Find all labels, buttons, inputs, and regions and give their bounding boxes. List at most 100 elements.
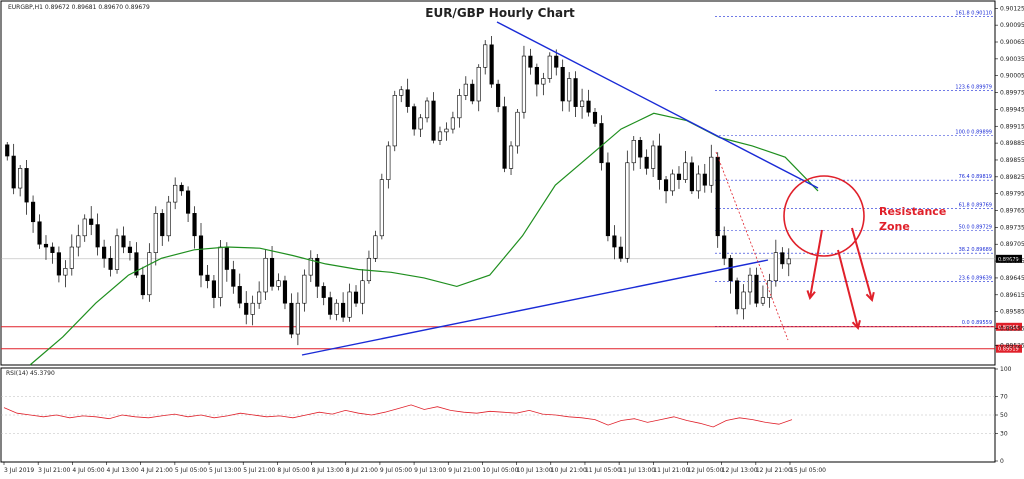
candle bbox=[24, 159, 29, 215]
price-axis: 0.90125 0.90095 0.90065 0.90035 0.90005 0.899… bbox=[995, 5, 1024, 349]
candle-body bbox=[605, 162, 610, 237]
candle-body bbox=[592, 111, 598, 124]
ascending-trendline bbox=[301, 259, 769, 356]
candle-body bbox=[102, 246, 107, 259]
candle-body bbox=[282, 280, 288, 304]
candle bbox=[386, 141, 391, 189]
candle-body bbox=[424, 100, 430, 119]
candle bbox=[321, 282, 326, 306]
candle-body bbox=[760, 297, 766, 304]
candle-body bbox=[244, 302, 249, 315]
candle bbox=[334, 299, 339, 321]
candle bbox=[496, 79, 501, 113]
candle-body bbox=[554, 55, 559, 68]
rsi-tick-label: 70 bbox=[1000, 394, 1008, 401]
candle-body bbox=[43, 243, 49, 248]
candle bbox=[470, 79, 475, 105]
candle-body bbox=[625, 162, 630, 259]
candle bbox=[638, 136, 643, 170]
x-tick-label: 8 Jul 21:00 bbox=[346, 467, 378, 474]
candle bbox=[689, 156, 694, 194]
candle bbox=[683, 150, 688, 183]
candle-body bbox=[405, 89, 410, 107]
candle bbox=[773, 239, 778, 287]
y-tick-label: 0.89645 bbox=[1000, 275, 1024, 282]
candle-body bbox=[567, 78, 572, 102]
candle-body bbox=[308, 257, 313, 276]
chart-title: EUR/GBP Hourly Chart bbox=[425, 6, 575, 20]
candle-body bbox=[450, 117, 455, 130]
y-tick-label: 0.89885 bbox=[1000, 140, 1024, 147]
fib-level-label: 38.2 0.89689 bbox=[959, 247, 992, 253]
annotation-layer bbox=[783, 175, 875, 331]
candle-body bbox=[631, 140, 636, 164]
y-tick-label: 0.90065 bbox=[1000, 39, 1024, 46]
candle-body bbox=[56, 252, 61, 276]
support-lines: 0.89558 0.89519 0.89679 bbox=[1, 254, 1022, 353]
candle-body bbox=[121, 235, 126, 248]
candle bbox=[592, 107, 598, 127]
rsi-indicator: 100 70 50 30 0 bbox=[1, 366, 1012, 465]
support-price-tag bbox=[996, 344, 1022, 353]
support-price-label: 0.89558 bbox=[998, 325, 1019, 331]
support-price-label: 0.89519 bbox=[998, 347, 1019, 353]
fib-level-label: 161.8 0.90110 bbox=[955, 11, 992, 17]
x-tick-label: 10 Jul 21:00 bbox=[551, 467, 587, 474]
candle-body bbox=[651, 145, 656, 169]
rsi-tick-label: 100 bbox=[1000, 366, 1012, 373]
candle-body bbox=[676, 173, 682, 180]
candle bbox=[198, 223, 204, 288]
resistance-zone-circle bbox=[783, 175, 865, 257]
candle-body bbox=[431, 100, 436, 141]
fib-level-label: 100.0 0.89899 bbox=[955, 129, 992, 135]
candle-body bbox=[735, 280, 740, 310]
candle bbox=[276, 273, 281, 291]
candle bbox=[735, 277, 740, 315]
candle-body bbox=[328, 297, 333, 315]
y-tick-label: 0.89825 bbox=[1000, 174, 1024, 181]
candle bbox=[431, 92, 436, 144]
y-tick-label: 0.89525 bbox=[1000, 342, 1024, 349]
candle bbox=[424, 97, 430, 123]
candle-body bbox=[515, 111, 520, 147]
candle bbox=[160, 209, 165, 246]
candle-body bbox=[399, 89, 404, 96]
x-tick-label: 12 Jul 13:00 bbox=[722, 467, 758, 474]
candle-body bbox=[754, 274, 759, 304]
candle bbox=[315, 254, 320, 298]
candle-body bbox=[463, 83, 468, 96]
support-price-tag bbox=[996, 322, 1022, 331]
x-tick-label: 5 Jul 21:00 bbox=[243, 467, 275, 474]
candle bbox=[237, 273, 242, 309]
candle bbox=[702, 163, 707, 193]
fib-level-label: 50.0 0.89729 bbox=[959, 225, 992, 231]
candle-body bbox=[599, 123, 604, 164]
candle bbox=[347, 283, 352, 322]
candle bbox=[412, 103, 417, 136]
candle bbox=[127, 240, 133, 261]
candle bbox=[379, 173, 384, 240]
candle-body bbox=[276, 280, 281, 287]
candle-body bbox=[302, 274, 307, 304]
y-tick-label: 0.89555 bbox=[1000, 325, 1024, 332]
candle bbox=[405, 78, 410, 113]
candle-body bbox=[386, 145, 391, 180]
candle bbox=[69, 234, 74, 276]
candle-body bbox=[534, 66, 539, 85]
candle-body bbox=[11, 155, 16, 189]
candle-body bbox=[780, 252, 785, 265]
x-tick-label: 4 Jul 13:00 bbox=[107, 467, 139, 474]
fib-level-label: 61.8 0.89769 bbox=[959, 202, 992, 208]
candle bbox=[63, 260, 68, 288]
candle bbox=[257, 281, 262, 309]
candle bbox=[18, 165, 23, 197]
x-tick-label: 8 Jul 05:00 bbox=[277, 467, 309, 474]
candle-body bbox=[334, 302, 339, 315]
candle bbox=[95, 213, 100, 256]
x-tick-label: 15 Jul 05:00 bbox=[790, 467, 826, 474]
x-tick-label: 12 Jul 21:00 bbox=[756, 467, 792, 474]
candle-body bbox=[269, 257, 275, 287]
candle bbox=[618, 236, 623, 262]
y-tick-label: 0.89795 bbox=[1000, 191, 1024, 198]
